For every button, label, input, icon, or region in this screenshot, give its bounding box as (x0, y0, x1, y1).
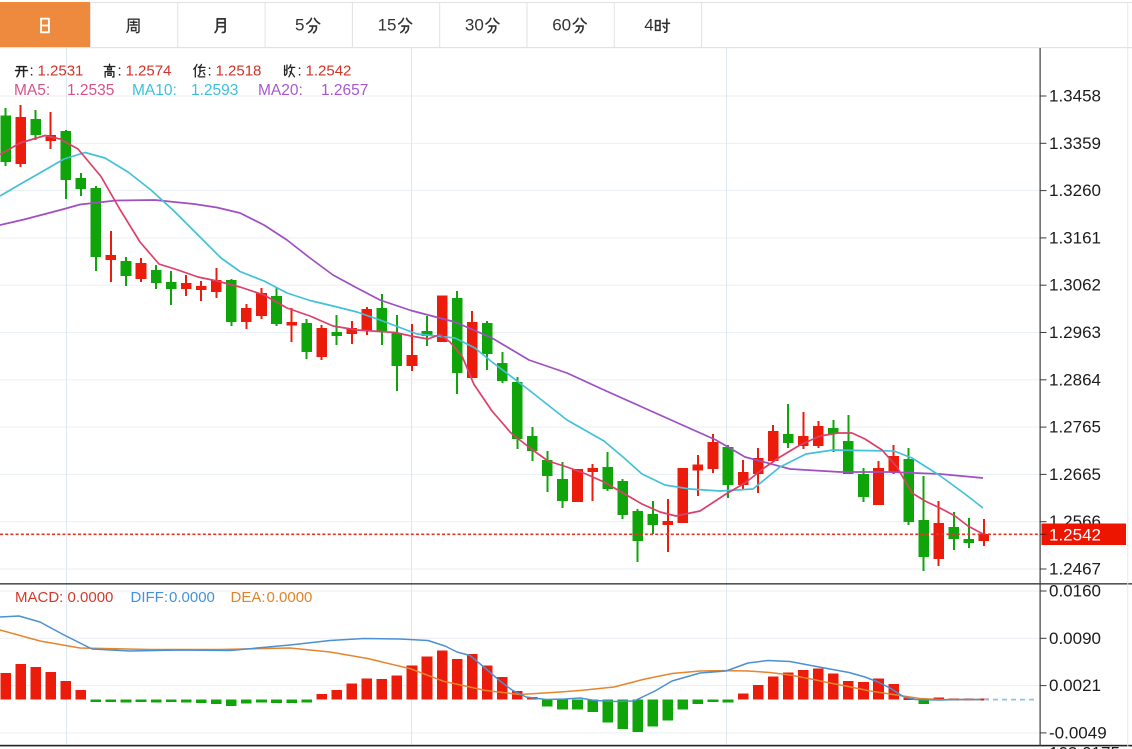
svg-text:-0.0049: -0.0049 (1049, 723, 1107, 742)
svg-text:5: 5 (295, 16, 304, 35)
svg-text:1.2593: 1.2593 (191, 82, 238, 99)
svg-text:1.2467: 1.2467 (1049, 560, 1101, 579)
svg-text:DEA:: DEA: (231, 589, 266, 606)
svg-text:1.2864: 1.2864 (1049, 370, 1101, 389)
svg-text:15: 15 (378, 16, 397, 35)
svg-text:0.0160: 0.0160 (1049, 582, 1101, 601)
svg-text:1.2963: 1.2963 (1049, 323, 1101, 342)
svg-text:DIFF:: DIFF: (131, 589, 169, 606)
svg-text:1.2531: 1.2531 (38, 63, 84, 80)
svg-text::: : (208, 63, 212, 80)
svg-text:MA5:: MA5: (14, 82, 50, 99)
svg-text:102.0175: 102.0175 (1049, 744, 1120, 749)
svg-text:1.2574: 1.2574 (126, 63, 172, 80)
svg-text:0.0021: 0.0021 (1049, 676, 1101, 695)
svg-text:1.2665: 1.2665 (1049, 465, 1101, 484)
svg-text:0.0090: 0.0090 (1049, 629, 1101, 648)
svg-text:30: 30 (465, 16, 484, 35)
svg-text:0.0000: 0.0000 (169, 589, 215, 606)
svg-text:1.2518: 1.2518 (216, 63, 262, 80)
svg-text:1.3161: 1.3161 (1049, 228, 1101, 247)
svg-text:MA10:: MA10: (132, 82, 177, 99)
svg-text:1.3062: 1.3062 (1049, 276, 1101, 295)
svg-text:1.2765: 1.2765 (1049, 418, 1101, 437)
svg-text:60: 60 (552, 16, 571, 35)
svg-text:1.3458: 1.3458 (1049, 87, 1101, 106)
svg-text:1.2542: 1.2542 (306, 63, 352, 80)
svg-text::: : (30, 63, 34, 80)
svg-text:MACD:: MACD: (15, 589, 63, 606)
svg-text::: : (118, 63, 122, 80)
svg-text:0.0000: 0.0000 (267, 589, 313, 606)
svg-text:0.0000: 0.0000 (68, 589, 114, 606)
svg-text:MA20:: MA20: (258, 82, 303, 99)
svg-text:4: 4 (644, 16, 653, 35)
svg-text:1.2535: 1.2535 (67, 82, 114, 99)
svg-text::: : (298, 63, 302, 80)
svg-text:1.3359: 1.3359 (1049, 134, 1101, 153)
svg-text:1.3260: 1.3260 (1049, 181, 1101, 200)
svg-text:1.2542: 1.2542 (1049, 525, 1101, 544)
svg-text:1.2657: 1.2657 (321, 82, 368, 99)
